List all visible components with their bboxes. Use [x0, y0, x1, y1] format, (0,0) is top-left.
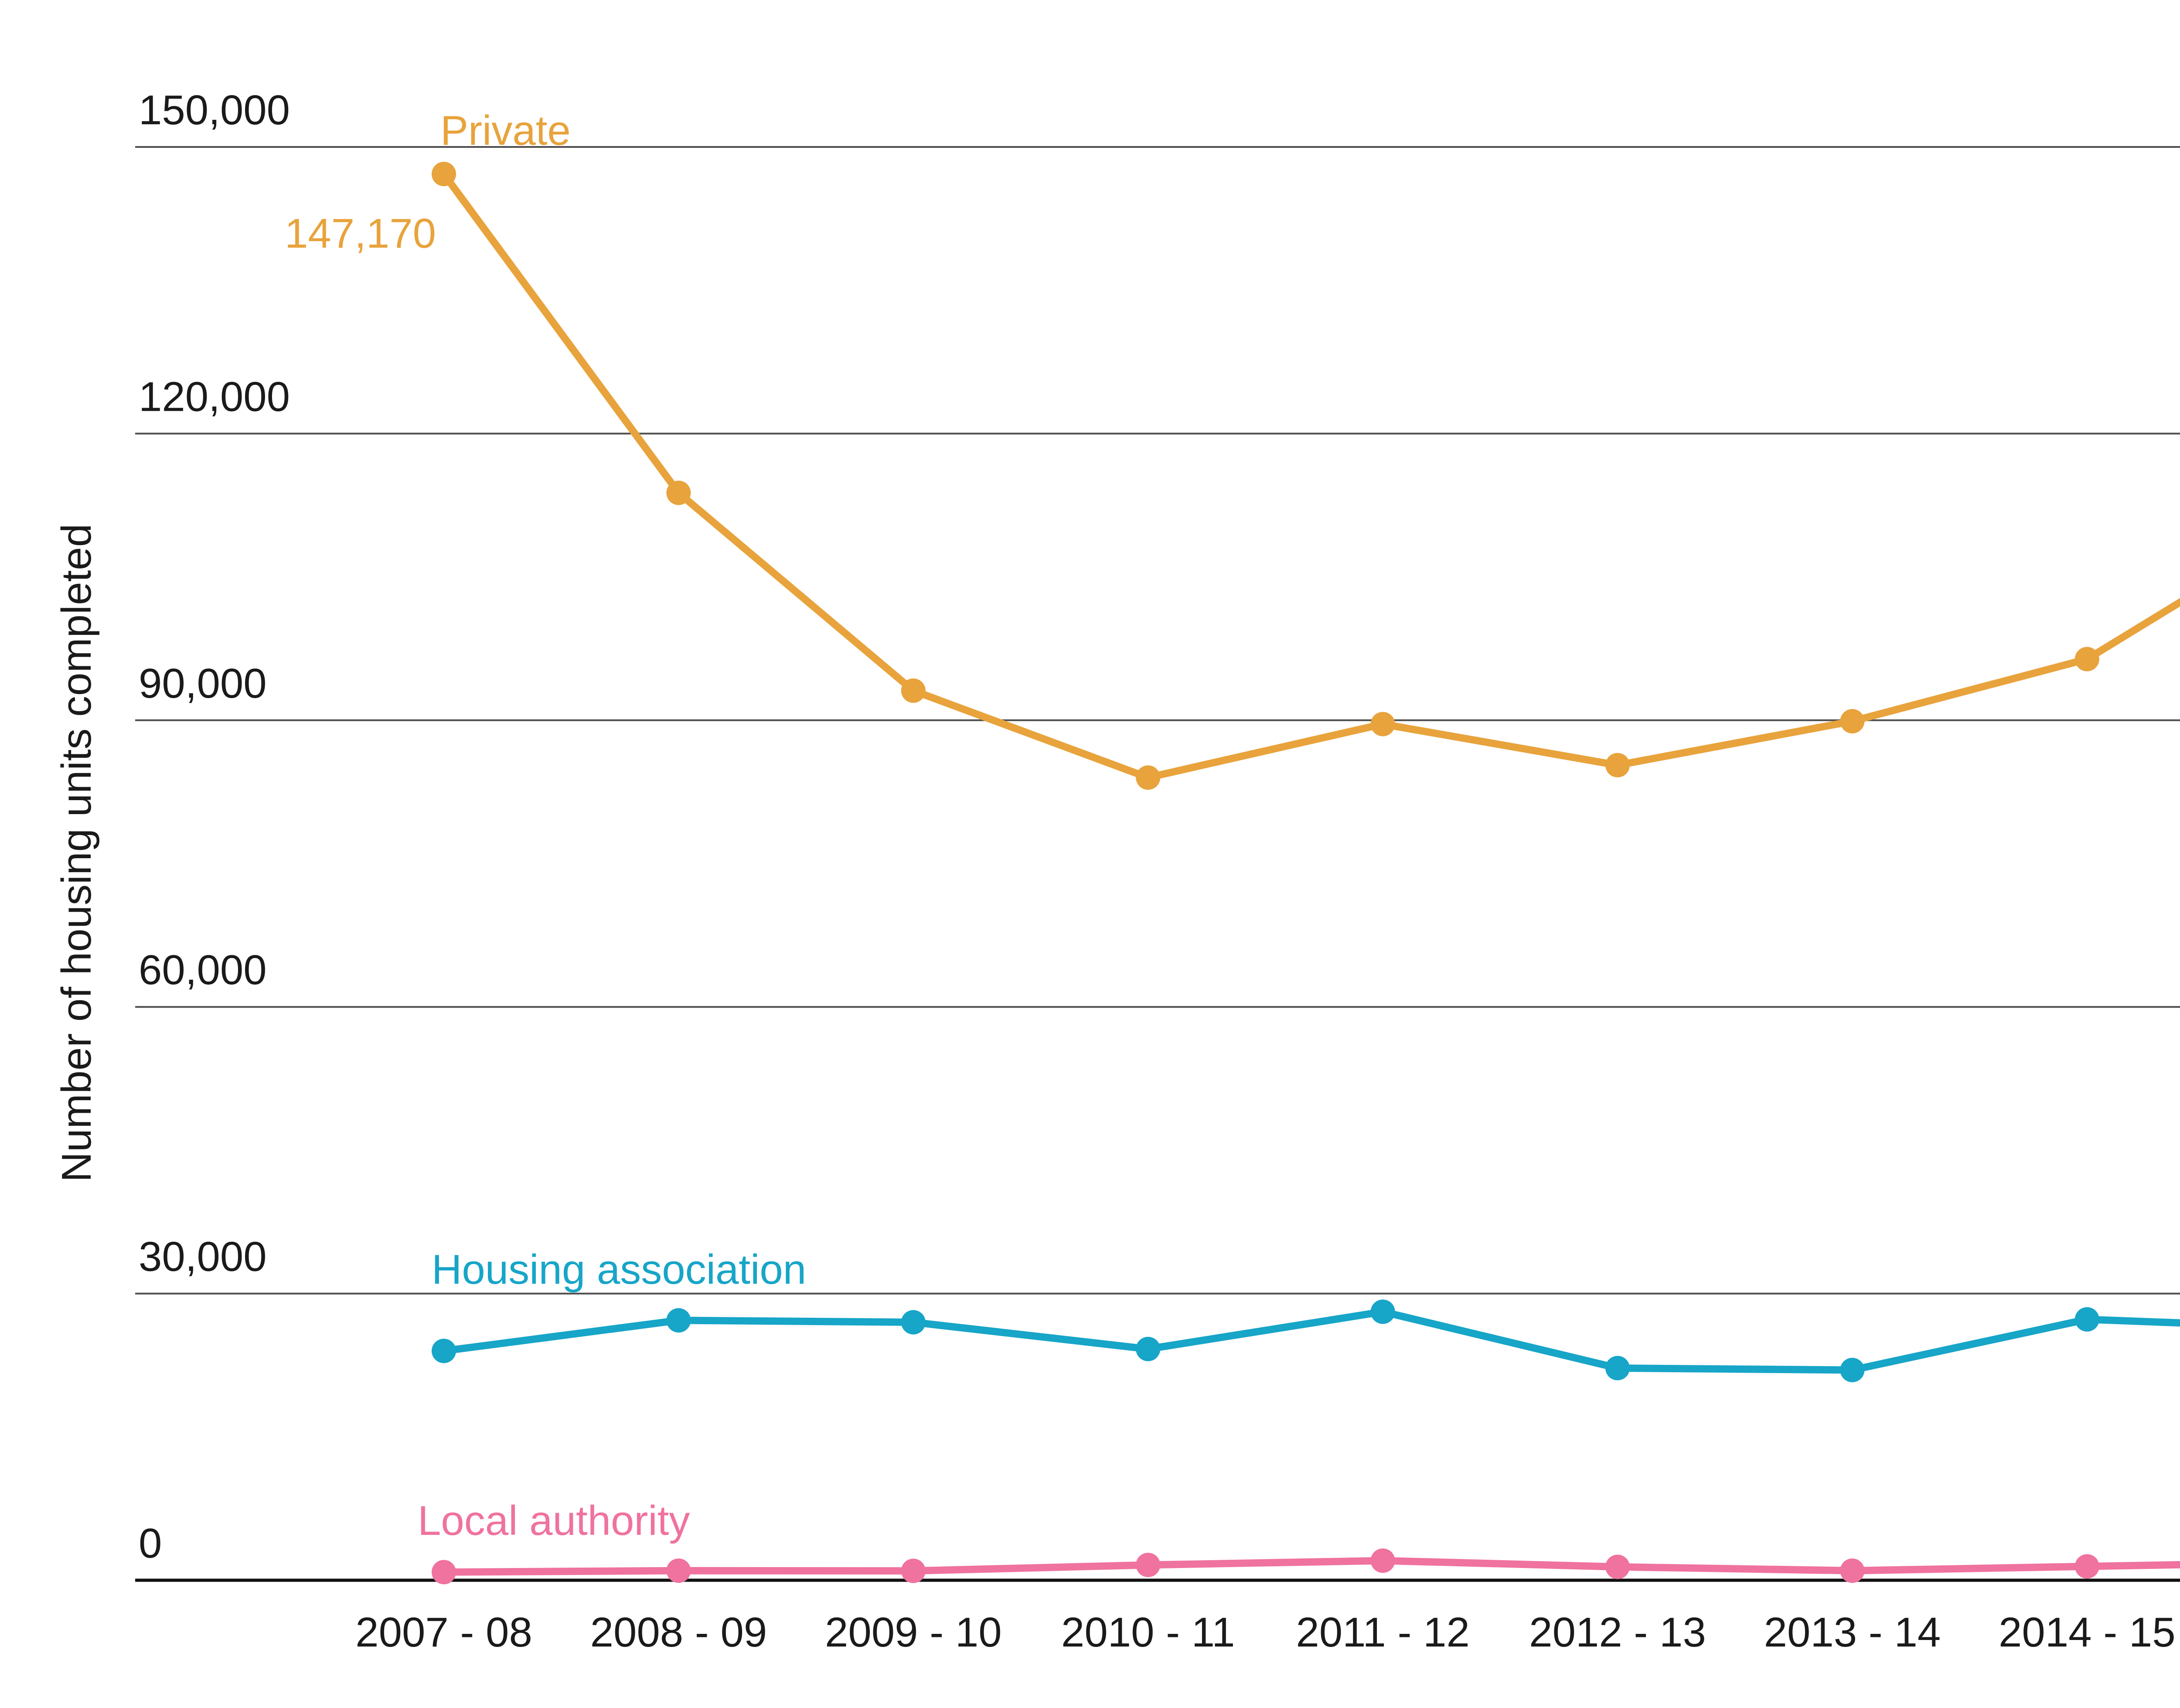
- x-tick-label: 2009 - 10: [825, 1609, 1002, 1656]
- data-point-housing-association-1: [666, 1308, 691, 1333]
- data-point-local-authority-2: [901, 1558, 926, 1583]
- y-tick-label: 120,000: [139, 373, 290, 420]
- data-point-local-authority-3: [1136, 1552, 1161, 1577]
- x-tick-label: 2007 - 08: [355, 1609, 532, 1656]
- data-point-private-6: [1840, 709, 1865, 733]
- y-tick-label: 60,000: [139, 947, 267, 993]
- data-point-private-5: [1605, 753, 1630, 777]
- data-point-local-authority-6: [1840, 1558, 1865, 1583]
- data-point-housing-association-0: [432, 1339, 456, 1364]
- x-tick-label: 2008 - 09: [590, 1609, 767, 1656]
- data-point-housing-association-5: [1605, 1356, 1630, 1381]
- y-axis-title: Number of housing units completed: [53, 524, 100, 1182]
- data-point-local-authority-4: [1370, 1548, 1395, 1573]
- data-point-local-authority-7: [2074, 1554, 2099, 1579]
- value-label-first-private: 147,170: [285, 210, 436, 257]
- series-line-local-authority: [440, 1557, 2180, 1576]
- data-point-private-7: [2074, 647, 2099, 672]
- data-point-local-authority-5: [1605, 1555, 1630, 1579]
- data-point-housing-association-6: [1840, 1357, 1865, 1382]
- data-point-housing-association-2: [901, 1310, 926, 1335]
- data-point-local-authority-0: [432, 1560, 456, 1585]
- data-point-private-3: [1136, 765, 1161, 790]
- y-tick-label: 150,000: [139, 87, 290, 133]
- data-point-housing-association-7: [2074, 1307, 2099, 1332]
- data-point-housing-association-4: [1370, 1299, 1395, 1324]
- x-tick-label: 2011 - 12: [1296, 1609, 1470, 1656]
- data-point-local-authority-1: [666, 1558, 691, 1583]
- series-label-housing-association: Housing association: [432, 1246, 806, 1293]
- x-tick-label: 2012 - 13: [1529, 1609, 1706, 1656]
- series-label-local-authority: Local authority: [418, 1497, 690, 1544]
- data-point-private-1: [666, 481, 691, 505]
- x-tick-label: 2013 - 14: [1764, 1609, 1941, 1656]
- data-point-private-0: [432, 162, 456, 187]
- x-tick-label: 2014 - 15: [1999, 1609, 2176, 1656]
- data-point-housing-association-3: [1136, 1336, 1161, 1361]
- data-point-private-2: [901, 678, 926, 703]
- y-tick-label: 90,000: [139, 660, 267, 707]
- y-tick-label: 0: [139, 1520, 162, 1567]
- y-tick-label: 30,000: [139, 1234, 267, 1280]
- series-line-private: [440, 170, 2180, 781]
- series-line-housing-association: [440, 1308, 2180, 1374]
- x-tick-label: 2010 - 11: [1061, 1609, 1235, 1656]
- series-label-private: Private: [440, 107, 571, 154]
- data-point-private-4: [1370, 712, 1395, 736]
